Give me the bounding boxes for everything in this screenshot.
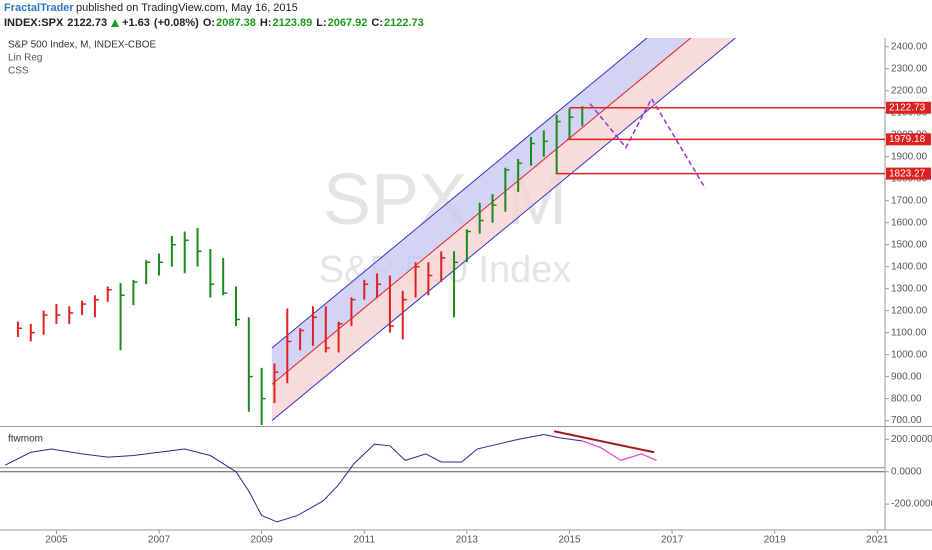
level-label-box (886, 133, 931, 146)
close-value: 2122.73 (384, 17, 424, 29)
y-tick-label: 1600.00 (891, 217, 928, 228)
indicator-pane (0, 430, 885, 523)
y-tick-label: 0.0000 (891, 466, 922, 477)
x-tick-label: 2009 (251, 535, 274, 546)
level-label: 2122.73 (889, 102, 926, 113)
level-label-box (886, 167, 931, 180)
main-pane: SPX, MS&P 500 Index (16, 38, 737, 425)
open-label: O: (203, 17, 215, 29)
indicator-trendline (553, 430, 655, 454)
x-tick-label: 2021 (866, 535, 889, 546)
indicator-line (4, 433, 583, 523)
high-label: H: (260, 17, 272, 29)
y-tick-label: 1300.00 (891, 283, 928, 294)
y-tick-label: 900.00 (891, 371, 922, 382)
quote-line: INDEX:SPX 2122.73 +1.63 (+0.08%) O: 2087.38 H:… (4, 17, 424, 29)
level-label: 1979.18 (889, 134, 926, 145)
x-tick-label: 2019 (764, 535, 787, 546)
study-name: CSS (8, 66, 29, 77)
y-tick-label: 2400.00 (891, 41, 928, 52)
y-tick-label: 200.0000 (891, 434, 932, 445)
change: +1.63 (122, 17, 150, 29)
y-tick-label: 2300.00 (891, 63, 928, 74)
x-tick-label: 2015 (558, 535, 581, 546)
x-tick-label: 2007 (148, 535, 171, 546)
y-tick-label: 1000.00 (891, 349, 928, 360)
y-tick-label: 1700.00 (891, 195, 928, 206)
projection-path (589, 97, 707, 189)
y-tick-label: 2200.00 (891, 85, 928, 96)
y-tick-label: 700.00 (891, 415, 922, 426)
y-tick-label: 1100.00 (891, 327, 927, 338)
channel-lower (271, 38, 737, 421)
y-tick-label: -200.0000 (891, 499, 932, 510)
last-price: 2122.73 (67, 17, 107, 29)
y-tick-label: 1400.00 (891, 261, 928, 272)
high-value: 2123.89 (272, 17, 312, 29)
y-tick-label: 1500.00 (891, 239, 928, 250)
author[interactable]: FractalTrader (4, 2, 74, 14)
low-label: L: (316, 17, 326, 29)
y-tick-label: 1200.00 (891, 305, 928, 316)
level-label-box (886, 101, 931, 114)
x-tick-label: 2013 (456, 535, 479, 546)
y-tick-label: 1900.00 (891, 151, 928, 162)
x-tick-label: 2017 (661, 535, 684, 546)
indicator-title: ftwmom (8, 434, 43, 445)
y-tick-label: 800.00 (891, 393, 922, 404)
published: published on TradingView.com, May 16, 20… (76, 2, 298, 14)
channel-upper (271, 38, 648, 349)
level-label: 1823.27 (889, 168, 926, 179)
symbol: INDEX:SPX (4, 17, 64, 29)
change-pct: (+0.08%) (154, 17, 199, 29)
up-arrow (111, 19, 120, 27)
study-name: Lin Reg (8, 53, 42, 64)
x-tick-label: 2005 (45, 535, 68, 546)
low-value: 2067.92 (328, 17, 368, 29)
series-title: S&P 500 Index, M, INDEX-CBOE (8, 40, 157, 51)
plot: SPX, MS&P 500 Index (0, 38, 885, 523)
indicator-projection (582, 440, 657, 462)
x-tick-label: 2011 (354, 535, 376, 546)
close-label: C: (371, 17, 383, 29)
open-value: 2087.38 (216, 17, 256, 29)
